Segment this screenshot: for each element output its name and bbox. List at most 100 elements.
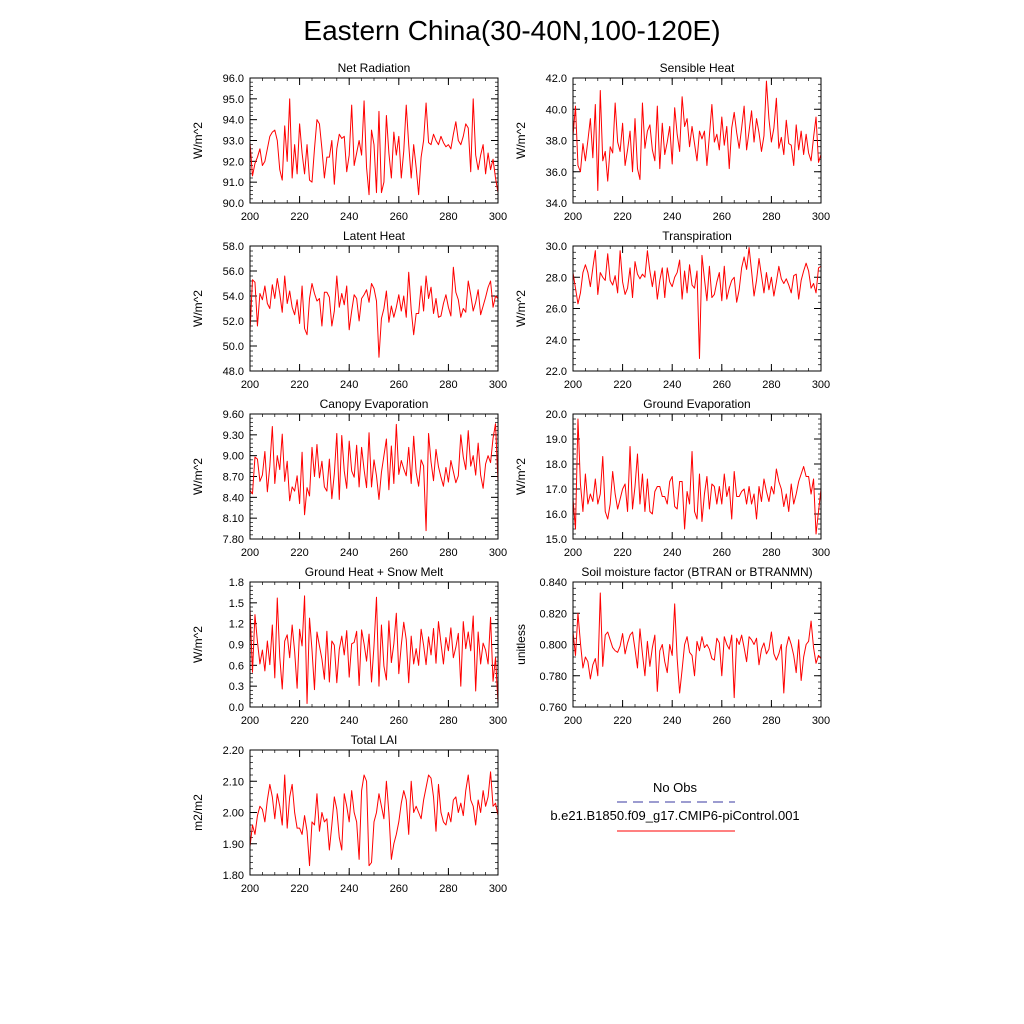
x-tick-label: 200 bbox=[241, 379, 259, 391]
y-tick-label: 20.0 bbox=[546, 409, 567, 421]
x-tick-label: 260 bbox=[390, 883, 408, 895]
y-tick-label: 0.6 bbox=[229, 660, 244, 672]
y-axis-label: m2/m2 bbox=[191, 794, 205, 831]
y-tick-label: 0.820 bbox=[539, 608, 567, 620]
y-tick-label: 0.9 bbox=[229, 640, 244, 652]
y-axis-label: W/m^2 bbox=[191, 458, 205, 495]
x-tick-label: 300 bbox=[812, 211, 830, 223]
x-tick-label: 240 bbox=[663, 715, 681, 727]
x-tick-label: 200 bbox=[564, 211, 582, 223]
x-tick-label: 220 bbox=[290, 379, 308, 391]
y-tick-label: 95.0 bbox=[223, 94, 244, 106]
x-tick-label: 280 bbox=[762, 211, 780, 223]
chart-panel: Ground Heat + Snow Melt W/m^2 200 220 240 260… bbox=[191, 565, 507, 727]
x-tick-label: 280 bbox=[439, 379, 457, 391]
x-tick-label: 280 bbox=[762, 715, 780, 727]
x-tick-label: 280 bbox=[439, 883, 457, 895]
x-tick-label: 220 bbox=[613, 379, 631, 391]
y-axis-label: unitless bbox=[514, 624, 528, 665]
x-tick-label: 300 bbox=[489, 715, 507, 727]
x-tick-label: 240 bbox=[340, 715, 358, 727]
y-tick-label: 93.0 bbox=[223, 136, 244, 148]
x-tick-label: 300 bbox=[812, 379, 830, 391]
x-tick-label: 260 bbox=[390, 547, 408, 559]
y-tick-label: 0.0 bbox=[229, 702, 244, 714]
x-tick-label: 280 bbox=[762, 379, 780, 391]
chart-panel: Sensible Heat W/m^2 200 220 240 260 280 300 34.0… bbox=[514, 61, 830, 223]
y-tick-label: 18.0 bbox=[546, 459, 567, 471]
y-tick-label: 54.0 bbox=[223, 291, 244, 303]
x-tick-label: 300 bbox=[812, 547, 830, 559]
x-tick-label: 240 bbox=[340, 547, 358, 559]
panel-title: Sensible Heat bbox=[660, 61, 735, 75]
plot-frame bbox=[249, 77, 499, 204]
y-tick-label: 96.0 bbox=[223, 73, 244, 85]
x-tick-label: 220 bbox=[613, 715, 631, 727]
x-tick-label: 280 bbox=[439, 211, 457, 223]
panel-title: Latent Heat bbox=[343, 229, 406, 243]
x-tick-label: 260 bbox=[713, 379, 731, 391]
plot-frame bbox=[249, 749, 499, 876]
x-tick-label: 260 bbox=[390, 715, 408, 727]
x-tick-label: 240 bbox=[340, 211, 358, 223]
plot-frame bbox=[572, 245, 822, 372]
panel-title: Ground Evaporation bbox=[643, 397, 750, 411]
plot-frame bbox=[572, 413, 822, 540]
series-line bbox=[572, 247, 822, 359]
y-axis-label: W/m^2 bbox=[191, 626, 205, 663]
y-tick-label: 8.40 bbox=[223, 492, 244, 504]
x-tick-label: 220 bbox=[290, 715, 308, 727]
x-tick-label: 200 bbox=[564, 547, 582, 559]
panel-title: Soil moisture factor (BTRAN or BTRANMN) bbox=[581, 565, 812, 579]
x-tick-label: 200 bbox=[241, 883, 259, 895]
x-tick-label: 240 bbox=[340, 379, 358, 391]
y-tick-label: 1.80 bbox=[223, 870, 244, 882]
legend: No Obs b.e21.B1850.f09_g17.CMIP6-piContr… bbox=[550, 780, 800, 832]
x-tick-label: 220 bbox=[290, 883, 308, 895]
y-tick-label: 90.0 bbox=[223, 198, 244, 210]
plot-frame bbox=[572, 581, 822, 708]
y-tick-label: 58.0 bbox=[223, 241, 244, 253]
panel-grid: Net Radiation W/m^2 200 220 240 260 280 300 90.0… bbox=[191, 61, 830, 895]
y-tick-label: 50.0 bbox=[223, 341, 244, 353]
y-tick-label: 2.10 bbox=[223, 776, 244, 788]
y-tick-label: 0.780 bbox=[539, 671, 567, 683]
y-tick-label: 24.0 bbox=[546, 335, 567, 347]
x-tick-label: 260 bbox=[713, 211, 731, 223]
y-axis-label: W/m^2 bbox=[514, 458, 528, 495]
y-tick-label: 94.0 bbox=[223, 115, 244, 127]
y-tick-label: 28.0 bbox=[546, 272, 567, 284]
x-tick-label: 260 bbox=[390, 379, 408, 391]
y-tick-label: 92.0 bbox=[223, 156, 244, 168]
x-tick-label: 280 bbox=[439, 547, 457, 559]
x-tick-label: 220 bbox=[290, 547, 308, 559]
y-tick-label: 26.0 bbox=[546, 304, 567, 316]
chart-panel: Canopy Evaporation W/m^2 200 220 240 260 280 30… bbox=[191, 397, 507, 559]
chart-panel: Latent Heat W/m^2 200 220 240 260 280 300 48.0 50… bbox=[191, 229, 507, 391]
series-line bbox=[572, 592, 822, 699]
x-tick-label: 260 bbox=[390, 211, 408, 223]
y-tick-label: 40.0 bbox=[546, 104, 567, 116]
x-tick-label: 220 bbox=[613, 211, 631, 223]
y-tick-label: 16.0 bbox=[546, 509, 567, 521]
x-tick-label: 300 bbox=[489, 211, 507, 223]
x-tick-label: 260 bbox=[713, 547, 731, 559]
plot-frame bbox=[249, 245, 499, 372]
y-tick-label: 0.760 bbox=[539, 702, 567, 714]
y-tick-label: 2.00 bbox=[223, 808, 244, 820]
chart-panel: Total LAI m2/m2 200 220 240 260 280 300 1.80 1.90… bbox=[191, 733, 507, 895]
y-tick-label: 1.2 bbox=[229, 619, 244, 631]
x-tick-label: 300 bbox=[812, 715, 830, 727]
y-tick-label: 9.30 bbox=[223, 430, 244, 442]
y-tick-label: 9.00 bbox=[223, 451, 244, 463]
series-line bbox=[249, 266, 499, 358]
y-tick-label: 0.3 bbox=[229, 681, 244, 693]
x-tick-label: 200 bbox=[241, 211, 259, 223]
y-axis-label: W/m^2 bbox=[514, 122, 528, 159]
y-axis-label: W/m^2 bbox=[514, 290, 528, 327]
series-line bbox=[249, 423, 499, 532]
panel-title: Canopy Evaporation bbox=[320, 397, 429, 411]
series-line bbox=[572, 418, 822, 535]
legend-obs-label: No Obs bbox=[653, 780, 698, 795]
